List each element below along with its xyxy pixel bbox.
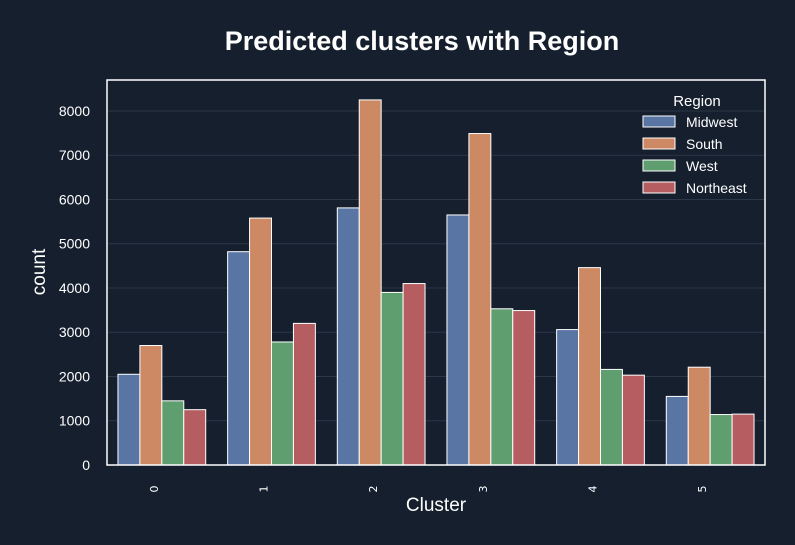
y-tick-label: 4000 — [59, 280, 90, 296]
bars-layer — [117, 99, 755, 466]
x-tick-label: 5 — [696, 486, 709, 493]
legend-swatch-northeast — [642, 181, 676, 194]
y-tick-label: 2000 — [59, 368, 90, 384]
bar-west-cluster-1 — [271, 341, 294, 466]
bar-west-cluster-5 — [709, 414, 733, 466]
bar-midwest-cluster-2 — [336, 207, 360, 466]
legend-swatch-south — [642, 137, 676, 150]
x-tick-label: 1 — [258, 486, 271, 493]
bar-south-cluster-3 — [468, 133, 492, 466]
x-axis-title: Cluster — [406, 495, 467, 516]
bar-northeast-cluster-5 — [731, 413, 755, 466]
chart-title: Predicted clusters with Region — [225, 26, 620, 56]
legend: Region Midwest South West Northeast — [642, 93, 747, 196]
x-tick-label: 0 — [148, 486, 161, 493]
bar-south-cluster-1 — [249, 217, 272, 466]
bar-west-cluster-0 — [161, 400, 185, 466]
bar-west-cluster-3 — [490, 308, 514, 466]
bar-northeast-cluster-3 — [512, 310, 536, 466]
plot-frame — [106, 79, 766, 466]
x-axis-ticks: 0 1 2 3 4 5 — [148, 486, 709, 493]
bar-midwest-cluster-0 — [117, 373, 141, 466]
y-tick-label: 3000 — [59, 324, 90, 340]
bar-midwest-cluster-5 — [665, 395, 689, 466]
legend-label-west: West — [686, 158, 718, 174]
y-tick-label: 7000 — [59, 147, 90, 163]
bar-midwest-cluster-1 — [227, 251, 251, 466]
y-axis-ticks: 0 1000 2000 3000 4000 5000 6000 7000 8000 — [59, 103, 90, 473]
bar-south-cluster-0 — [139, 345, 163, 466]
legend-items: Midwest South West Northeast — [642, 114, 747, 196]
bar-midwest-cluster-4 — [556, 329, 580, 466]
y-tick-label: 5000 — [59, 236, 90, 252]
legend-swatch-west — [642, 159, 676, 172]
bar-northeast-cluster-0 — [183, 409, 207, 466]
x-tick-label: 4 — [587, 486, 600, 493]
bar-northeast-cluster-4 — [621, 374, 645, 466]
y-tick-label: 8000 — [59, 103, 90, 119]
grid-layer — [107, 110, 765, 422]
y-axis-title: count — [29, 248, 50, 295]
y-tick-label: 0 — [82, 457, 90, 473]
legend-label-south: South — [686, 136, 723, 152]
x-tick-label: 2 — [367, 486, 380, 493]
legend-label-northeast: Northeast — [686, 180, 747, 196]
y-tick-label: 6000 — [59, 191, 90, 207]
bar-northeast-cluster-2 — [402, 283, 426, 466]
legend-label-midwest: Midwest — [686, 114, 737, 130]
bar-northeast-cluster-1 — [292, 322, 316, 466]
bar-south-cluster-4 — [578, 267, 601, 466]
legend-title: Region — [673, 93, 721, 110]
y-tick-label: 1000 — [59, 413, 90, 429]
bar-south-cluster-5 — [687, 366, 711, 466]
bar-midwest-cluster-3 — [446, 214, 470, 466]
bar-west-cluster-4 — [600, 368, 623, 466]
bar-south-cluster-2 — [358, 99, 382, 466]
bar-west-cluster-2 — [380, 291, 404, 466]
legend-swatch-midwest — [642, 115, 676, 128]
x-tick-label: 3 — [477, 486, 490, 493]
